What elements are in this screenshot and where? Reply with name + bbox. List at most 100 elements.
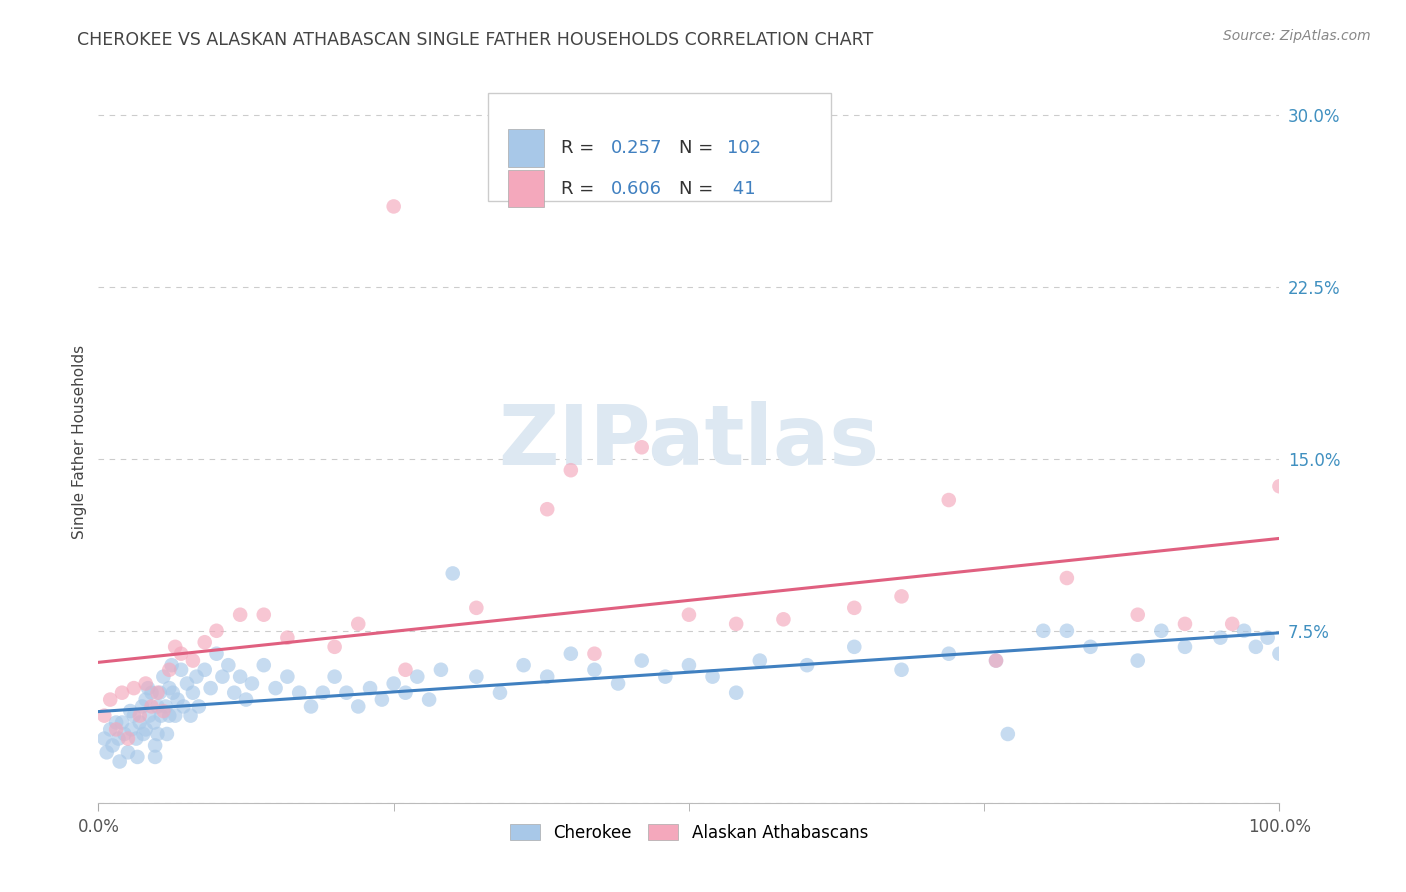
Point xyxy=(152,670,174,684)
Point xyxy=(105,723,128,737)
Point xyxy=(217,658,239,673)
Point xyxy=(166,692,188,706)
Text: N =: N = xyxy=(679,139,720,157)
Point xyxy=(772,612,794,626)
Point xyxy=(844,600,866,615)
Point xyxy=(120,704,142,718)
Point xyxy=(630,654,652,668)
Text: 41: 41 xyxy=(727,179,755,198)
Point xyxy=(276,631,298,645)
Point xyxy=(235,692,257,706)
Point xyxy=(93,731,115,746)
Point xyxy=(536,670,558,684)
Point xyxy=(1257,631,1279,645)
FancyBboxPatch shape xyxy=(488,93,831,201)
Point xyxy=(382,199,405,213)
Text: CHEROKEE VS ALASKAN ATHABASCAN SINGLE FATHER HOUSEHOLDS CORRELATION CHART: CHEROKEE VS ALASKAN ATHABASCAN SINGLE FA… xyxy=(77,31,873,49)
Point xyxy=(135,723,157,737)
Point xyxy=(1268,479,1291,493)
Point xyxy=(194,635,217,649)
Point xyxy=(1126,654,1149,668)
Point xyxy=(142,715,165,730)
Point xyxy=(96,745,118,759)
Point xyxy=(122,681,145,695)
Point xyxy=(240,676,263,690)
Point xyxy=(111,715,134,730)
Point xyxy=(702,670,724,684)
Point xyxy=(489,686,512,700)
Point xyxy=(607,676,630,690)
Point xyxy=(117,745,139,759)
Point xyxy=(93,708,115,723)
Point xyxy=(135,676,157,690)
Point xyxy=(205,624,228,638)
Point xyxy=(465,670,488,684)
Point xyxy=(560,647,582,661)
Point xyxy=(938,493,960,508)
Point xyxy=(253,658,276,673)
Point xyxy=(560,463,582,477)
Point xyxy=(187,699,209,714)
Point xyxy=(359,681,381,695)
Point xyxy=(143,750,166,764)
Point xyxy=(132,727,155,741)
Point xyxy=(136,681,159,695)
Text: 0.257: 0.257 xyxy=(612,139,662,157)
Point xyxy=(465,600,488,615)
Point xyxy=(984,654,1007,668)
Point xyxy=(1032,624,1054,638)
Point xyxy=(107,731,129,746)
Point xyxy=(138,708,160,723)
Point xyxy=(157,663,180,677)
Point xyxy=(170,663,193,677)
Point xyxy=(418,692,440,706)
Point xyxy=(165,640,187,654)
Point xyxy=(276,670,298,684)
Point xyxy=(170,647,193,661)
Point xyxy=(678,658,700,673)
Point xyxy=(512,658,534,673)
Legend: Cherokee, Alaskan Athabascans: Cherokee, Alaskan Athabascans xyxy=(503,817,875,848)
Point xyxy=(229,670,252,684)
Point xyxy=(335,686,357,700)
Point xyxy=(536,502,558,516)
Point xyxy=(186,670,208,684)
Bar xyxy=(508,169,544,208)
Point xyxy=(152,704,174,718)
Text: 102: 102 xyxy=(727,139,761,157)
Point xyxy=(229,607,252,622)
Point xyxy=(162,686,184,700)
Point xyxy=(165,708,187,723)
Point xyxy=(125,731,148,746)
Point xyxy=(1150,624,1173,638)
Point xyxy=(630,440,652,454)
Point xyxy=(149,686,172,700)
Point xyxy=(678,607,700,622)
Point xyxy=(323,640,346,654)
Point xyxy=(180,708,202,723)
Point xyxy=(112,727,135,741)
Point xyxy=(748,654,770,668)
Point xyxy=(1244,640,1267,654)
Point xyxy=(141,699,163,714)
Point xyxy=(146,686,169,700)
Point xyxy=(194,663,217,677)
Point xyxy=(654,670,676,684)
Point xyxy=(200,681,222,695)
Point xyxy=(997,727,1019,741)
Point xyxy=(394,686,416,700)
Point xyxy=(111,686,134,700)
Text: R =: R = xyxy=(561,139,600,157)
Point xyxy=(146,699,169,714)
Point xyxy=(128,715,150,730)
Point xyxy=(1233,624,1256,638)
Point xyxy=(157,681,180,695)
Point xyxy=(1209,631,1232,645)
Point xyxy=(264,681,287,695)
Point xyxy=(844,640,866,654)
Point xyxy=(156,727,179,741)
Point xyxy=(172,699,194,714)
Point xyxy=(155,699,177,714)
Point xyxy=(135,692,157,706)
Point xyxy=(146,727,169,741)
